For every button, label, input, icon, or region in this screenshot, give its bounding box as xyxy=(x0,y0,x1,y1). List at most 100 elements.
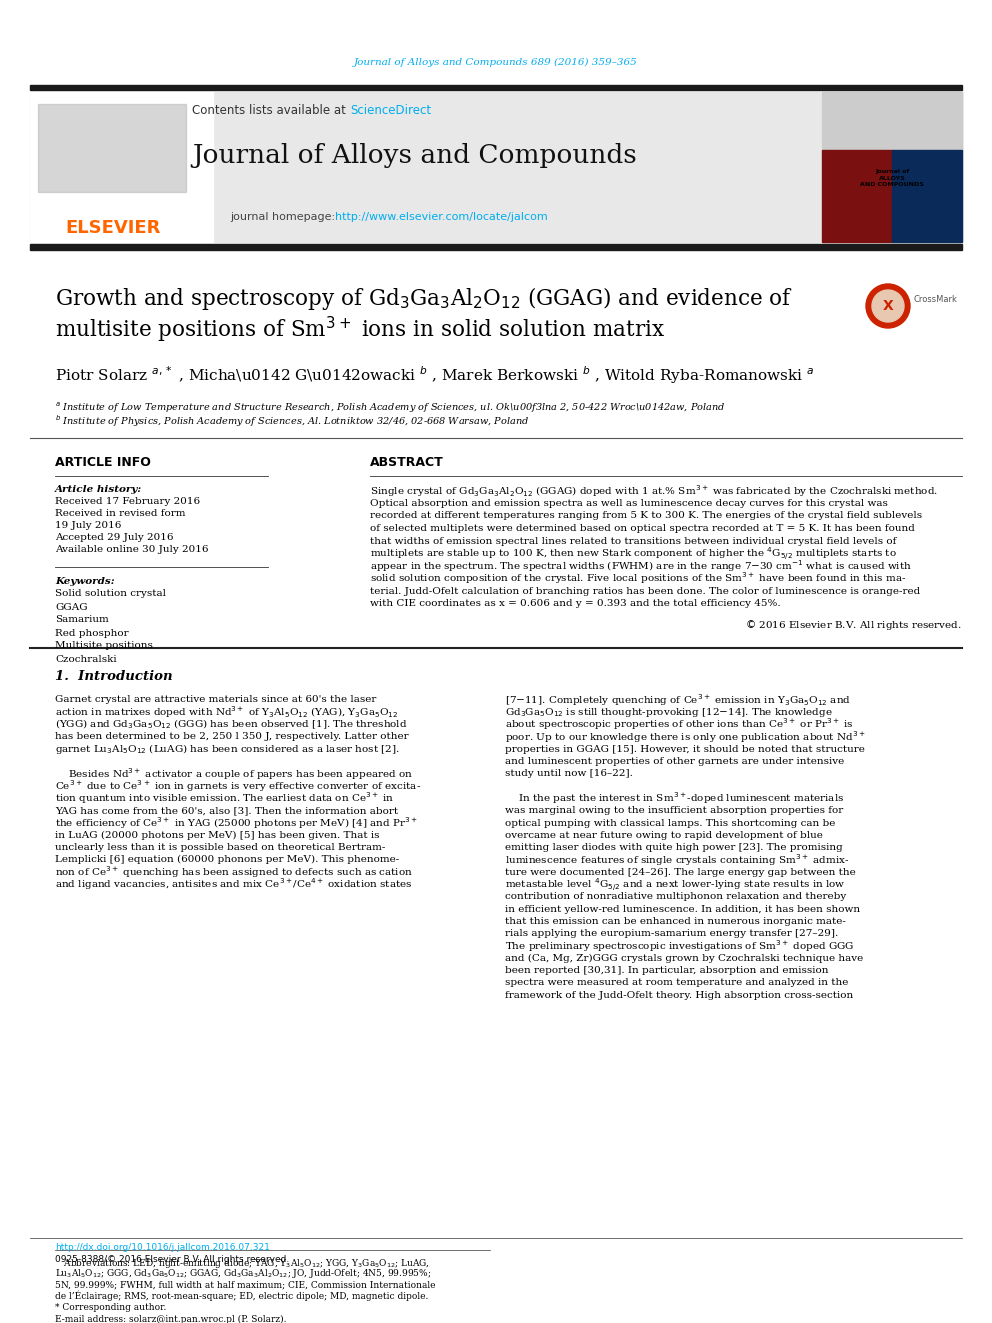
Text: the efficiency of Ce$^{3+}$ in YAG (25000 photons per MeV) [4] and Pr$^{3+}$: the efficiency of Ce$^{3+}$ in YAG (2500… xyxy=(55,815,418,831)
Bar xyxy=(822,149,892,242)
Text: journal homepage:: journal homepage: xyxy=(230,212,338,222)
Text: and luminescent properties of other garnets are under intensive: and luminescent properties of other garn… xyxy=(505,757,844,766)
Text: rials applying the europium-samarium energy transfer [27–29].: rials applying the europium-samarium ene… xyxy=(505,929,838,938)
Bar xyxy=(30,93,213,242)
Text: Multisite positions: Multisite positions xyxy=(55,642,153,651)
Text: multiplets are stable up to 100 K, then new Stark component of higher the $^4$G$: multiplets are stable up to 100 K, then … xyxy=(370,545,897,562)
Text: Single crystal of Gd$_3$Ga$_3$Al$_2$O$_{12}$ (GGAG) doped with 1 at.% Sm$^{3+}$ : Single crystal of Gd$_3$Ga$_3$Al$_2$O$_{… xyxy=(370,483,938,499)
Text: E-mail address: solarz@int.pan.wroc.pl (P. Solarz).: E-mail address: solarz@int.pan.wroc.pl (… xyxy=(55,1315,287,1323)
Text: GGAG: GGAG xyxy=(55,602,87,611)
Text: YAG has come from the 60's, also [3]. Then the information abort: YAG has come from the 60's, also [3]. Th… xyxy=(55,806,398,815)
Text: framework of the Judd-Ofelt theory. High absorption cross-section: framework of the Judd-Ofelt theory. High… xyxy=(505,991,853,1000)
Text: garnet Lu$_3$Al$_5$O$_{12}$ (LuAG) has been considered as a laser host [2].: garnet Lu$_3$Al$_5$O$_{12}$ (LuAG) has b… xyxy=(55,742,400,757)
Text: ture were documented [24–26]. The large energy gap between the: ture were documented [24–26]. The large … xyxy=(505,868,856,877)
Text: de l’Éclairage; RMS, root-mean-square; ED, electric dipole; MD, magnetic dipole.: de l’Éclairage; RMS, root-mean-square; E… xyxy=(55,1291,429,1302)
Bar xyxy=(30,243,962,250)
Text: Gd$_3$Ga$_5$O$_{12}$ is still thought-provoking [12$-$14]. The knowledge: Gd$_3$Ga$_5$O$_{12}$ is still thought-pr… xyxy=(505,705,833,718)
Text: 0925-8388/© 2016 Elsevier B.V. All rights reserved.: 0925-8388/© 2016 Elsevier B.V. All right… xyxy=(55,1256,290,1265)
Text: that widths of emission spectral lines related to transitions between individual: that widths of emission spectral lines r… xyxy=(370,537,897,545)
Text: about spectroscopic properties of other ions than Ce$^{3+}$ or Pr$^{3+}$ is: about spectroscopic properties of other … xyxy=(505,717,854,733)
Text: Red phosphor: Red phosphor xyxy=(55,628,129,638)
Text: properties in GGAG [15]. However, it should be noted that structure: properties in GGAG [15]. However, it sho… xyxy=(505,745,865,754)
Text: contribution of nonradiative multiphonon relaxation and thereby: contribution of nonradiative multiphonon… xyxy=(505,892,846,901)
Text: [7$-$11]. Completely quenching of Ce$^{3+}$ emission in Y$_3$Ga$_5$O$_{12}$ and: [7$-$11]. Completely quenching of Ce$^{3… xyxy=(505,692,851,708)
Text: study until now [16–22].: study until now [16–22]. xyxy=(505,769,633,778)
Text: that this emission can be enhanced in numerous inorganic mate-: that this emission can be enhanced in nu… xyxy=(505,917,846,926)
Text: Ce$^{3+}$ due to Ce$^{3+}$ ion in garnets is very effective converter of excita-: Ce$^{3+}$ due to Ce$^{3+}$ ion in garnet… xyxy=(55,778,422,794)
Text: Czochralski: Czochralski xyxy=(55,655,117,664)
Text: overcame at near future owing to rapid development of blue: overcame at near future owing to rapid d… xyxy=(505,831,823,840)
Text: Besides Nd$^{3+}$ activator a couple of papers has been appeared on: Besides Nd$^{3+}$ activator a couple of … xyxy=(55,766,414,782)
Text: appear in the spectrum. The spectral widths (FWHM) are in the range 7$-$30 cm$^{: appear in the spectrum. The spectral wid… xyxy=(370,558,912,574)
Text: Accepted 29 July 2016: Accepted 29 July 2016 xyxy=(55,533,174,542)
Text: unclearly less than it is possible based on theoretical Bertram-: unclearly less than it is possible based… xyxy=(55,843,385,852)
Text: Growth and spectroscopy of Gd$_3$Ga$_3$Al$_2$O$_{12}$ (GGAG) and evidence of: Growth and spectroscopy of Gd$_3$Ga$_3$A… xyxy=(55,284,793,311)
Text: was marginal owing to the insufficient absorption properties for: was marginal owing to the insufficient a… xyxy=(505,806,843,815)
Text: $\copyright$ 2016 Elsevier B.V. All rights reserved.: $\copyright$ 2016 Elsevier B.V. All righ… xyxy=(745,618,962,632)
Text: optical pumping with classical lamps. This shortcoming can be: optical pumping with classical lamps. Th… xyxy=(505,819,835,827)
Text: ARTICLE INFO: ARTICLE INFO xyxy=(55,455,151,468)
Text: $^a$ Institute of Low Temperature and Structure Research, Polish Academy of Scie: $^a$ Institute of Low Temperature and St… xyxy=(55,401,725,415)
Text: spectra were measured at room temperature and analyzed in the: spectra were measured at room temperatur… xyxy=(505,979,848,987)
Circle shape xyxy=(872,290,904,321)
Bar xyxy=(38,105,186,192)
Text: CrossMark: CrossMark xyxy=(913,295,957,303)
Text: action in matrixes doped with Nd$^{3+}$ of Y$_3$Al$_5$O$_{12}$ (YAG), Y$_3$Ga$_5: action in matrixes doped with Nd$^{3+}$ … xyxy=(55,704,399,720)
Text: 19 July 2016: 19 July 2016 xyxy=(55,521,121,531)
Text: In the past the interest in Sm$^{3+}$-doped luminescent materials: In the past the interest in Sm$^{3+}$-do… xyxy=(505,791,844,806)
Text: ABSTRACT: ABSTRACT xyxy=(370,455,443,468)
Text: (YGG) and Gd$_3$Ga$_5$O$_{12}$ (GGG) has been observed [1]. The threshold: (YGG) and Gd$_3$Ga$_5$O$_{12}$ (GGG) has… xyxy=(55,718,408,732)
Text: terial. Judd-Ofelt calculation of branching ratios has been done. The color of l: terial. Judd-Ofelt calculation of branch… xyxy=(370,586,921,595)
Text: Received in revised form: Received in revised form xyxy=(55,509,186,519)
Bar xyxy=(892,149,962,242)
Text: and (Ca, Mg, Zr)GGG crystals grown by Czochralski technique have: and (Ca, Mg, Zr)GGG crystals grown by Cz… xyxy=(505,954,863,963)
Text: Journal of Alloys and Compounds 689 (2016) 359–365: Journal of Alloys and Compounds 689 (201… xyxy=(354,57,638,66)
Text: X: X xyxy=(883,299,894,314)
Text: Contents lists available at: Contents lists available at xyxy=(192,103,350,116)
Text: Optical absorption and emission spectra as well as luminescence decay curves for: Optical absorption and emission spectra … xyxy=(370,499,888,508)
Text: solid solution composition of the crystal. Five local positions of the Sm$^{3+}$: solid solution composition of the crysta… xyxy=(370,570,907,586)
Text: been reported [30,31]. In particular, absorption and emission: been reported [30,31]. In particular, ab… xyxy=(505,966,828,975)
Text: * Corresponding author.: * Corresponding author. xyxy=(55,1303,167,1312)
Text: Lemplicki [6] equation (60000 phonons per MeV). This phenome-: Lemplicki [6] equation (60000 phonons pe… xyxy=(55,856,399,864)
Text: Journal of
ALLOYS
AND COMPOUNDS: Journal of ALLOYS AND COMPOUNDS xyxy=(860,169,924,187)
Text: luminescence features of single crystals containing Sm$^{3+}$ admix-: luminescence features of single crystals… xyxy=(505,852,849,868)
Text: Journal of Alloys and Compounds: Journal of Alloys and Compounds xyxy=(192,143,638,168)
Bar xyxy=(30,85,962,90)
Text: Samarium: Samarium xyxy=(55,615,109,624)
Text: with CIE coordinates as x = 0.606 and y = 0.393 and the total efficiency 45%.: with CIE coordinates as x = 0.606 and y … xyxy=(370,599,781,609)
Text: of selected multiplets were determined based on optical spectra recorded at T = : of selected multiplets were determined b… xyxy=(370,524,915,533)
Circle shape xyxy=(866,284,910,328)
Text: ELSEVIER: ELSEVIER xyxy=(65,220,161,237)
Text: and ligand vacancies, antisites and mix Ce$^{3+}$/Ce$^{4+}$ oxidation states: and ligand vacancies, antisites and mix … xyxy=(55,877,413,893)
Text: The preliminary spectroscopic investigations of Sm$^{3+}$ doped GGG: The preliminary spectroscopic investigat… xyxy=(505,938,854,954)
Bar xyxy=(30,93,820,242)
Text: tion quantum into visible emission. The earliest data on Ce$^{3+}$ in: tion quantum into visible emission. The … xyxy=(55,791,394,806)
Text: Received 17 February 2016: Received 17 February 2016 xyxy=(55,497,200,507)
Text: $^b$ Institute of Physics, Polish Academy of Sciences, Al. Lotniktow 32/46, 02-6: $^b$ Institute of Physics, Polish Academ… xyxy=(55,413,530,429)
Text: 5N, 99.999%; FWHM, full width at half maximum; CIE, Commission Internationale: 5N, 99.999%; FWHM, full width at half ma… xyxy=(55,1281,435,1290)
Text: poor. Up to our knowledge there is only one publication about Nd$^{3+}$: poor. Up to our knowledge there is only … xyxy=(505,729,865,745)
Bar xyxy=(38,105,186,192)
Text: http://dx.doi.org/10.1016/j.jallcom.2016.07.321: http://dx.doi.org/10.1016/j.jallcom.2016… xyxy=(55,1244,270,1253)
Text: Abbreviations: LED, light-emitting diode; YAG, Y$_3$Al$_5$O$_{12}$; YGG, Y$_3$Ga: Abbreviations: LED, light-emitting diode… xyxy=(55,1257,430,1270)
Text: Available online 30 July 2016: Available online 30 July 2016 xyxy=(55,545,208,554)
Text: in efficient yellow-red luminescence. In addition, it has been shown: in efficient yellow-red luminescence. In… xyxy=(505,905,860,914)
Text: 1.  Introduction: 1. Introduction xyxy=(55,671,173,684)
Text: non of Ce$^{3+}$ quenching has been assigned to defects such as cation: non of Ce$^{3+}$ quenching has been assi… xyxy=(55,864,413,880)
Bar xyxy=(822,93,962,152)
Text: metastable level $^4$G$_{5/2}$ and a next lower-lying state results in low: metastable level $^4$G$_{5/2}$ and a nex… xyxy=(505,876,845,893)
Text: in LuAG (20000 photons per MeV) [5] has been given. That is: in LuAG (20000 photons per MeV) [5] has … xyxy=(55,831,380,840)
Text: http://www.elsevier.com/locate/jalcom: http://www.elsevier.com/locate/jalcom xyxy=(335,212,548,222)
Text: Piotr Solarz $^{a,*}$ , Micha\u0142 G\u0142owacki $^b$ , Marek Berkowski $^b$ , : Piotr Solarz $^{a,*}$ , Micha\u0142 G\u0… xyxy=(55,364,814,386)
Text: emitting laser diodes with quite high power [23]. The promising: emitting laser diodes with quite high po… xyxy=(505,843,843,852)
Text: Garnet crystal are attractive materials since at 60's the laser: Garnet crystal are attractive materials … xyxy=(55,696,376,705)
Bar xyxy=(822,93,962,242)
Text: Article history:: Article history: xyxy=(55,486,142,495)
Text: has been determined to be 2, 250 l 350 J, respectively. Latter other: has been determined to be 2, 250 l 350 J… xyxy=(55,733,409,741)
Text: Lu$_3$Al$_5$O$_{12}$; GGG, Gd$_3$Ga$_5$O$_{12}$; GGAG, Gd$_3$Ga$_3$Al$_2$O$_{12}: Lu$_3$Al$_5$O$_{12}$; GGG, Gd$_3$Ga$_5$O… xyxy=(55,1267,432,1281)
Text: Solid solution crystal: Solid solution crystal xyxy=(55,590,166,598)
Text: recorded at different temperatures ranging from 5 K to 300 K. The energies of th: recorded at different temperatures rangi… xyxy=(370,512,923,520)
Text: ScienceDirect: ScienceDirect xyxy=(350,103,432,116)
Text: Keywords:: Keywords: xyxy=(55,577,115,586)
